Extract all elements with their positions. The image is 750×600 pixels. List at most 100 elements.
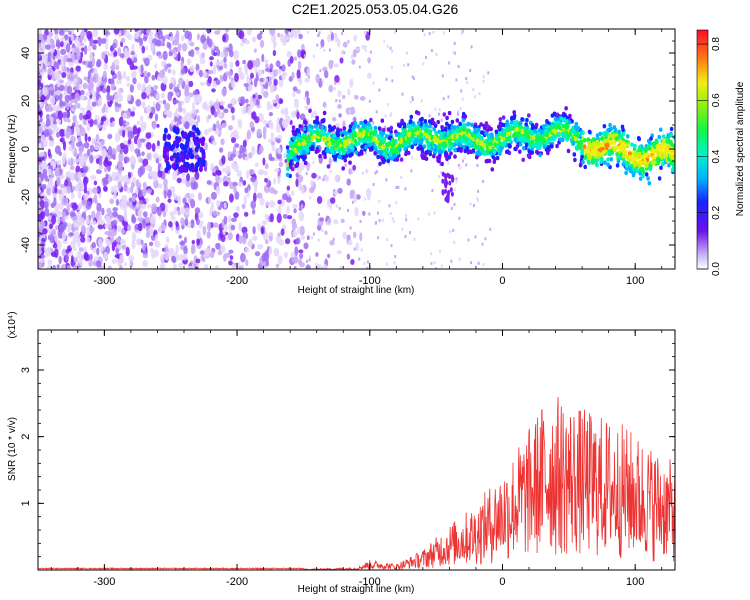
noise-cell <box>92 39 99 45</box>
noise-cell <box>189 193 195 199</box>
noise-cell <box>338 99 341 103</box>
signal-cell <box>669 126 674 132</box>
noise-cell <box>187 31 192 41</box>
noise-cell <box>384 125 387 129</box>
noise-cell <box>83 37 87 43</box>
noise-cell <box>342 94 346 100</box>
noise-cell <box>220 138 225 146</box>
noise-cell <box>304 105 309 110</box>
noise-cell <box>254 251 261 257</box>
noise-cell <box>372 81 375 85</box>
noise-cell <box>286 205 290 214</box>
noise-cell <box>278 147 282 155</box>
noise-cell <box>126 126 133 132</box>
noise-cell <box>301 185 305 195</box>
noise-cell <box>168 36 175 41</box>
noise-cell <box>223 253 227 262</box>
noise-cell <box>264 81 269 90</box>
noise-cell <box>312 232 315 236</box>
noise-cell <box>336 250 342 255</box>
noise-cell <box>454 51 456 55</box>
noise-cell <box>117 258 122 267</box>
noise-cell <box>364 49 367 53</box>
signal-cell <box>344 153 349 159</box>
noise-cell <box>278 161 284 168</box>
signal-cell <box>661 134 666 139</box>
noise-cell <box>234 191 240 200</box>
noise-cell <box>46 187 51 196</box>
noise-cell <box>215 174 220 183</box>
noise-cell <box>351 200 354 204</box>
signal-cell <box>646 176 650 181</box>
noise-cell <box>68 251 74 257</box>
noise-cell <box>332 237 335 241</box>
signal-cell <box>590 159 595 164</box>
noise-cell <box>221 155 226 165</box>
noise-cell <box>76 102 81 109</box>
signal-cell <box>670 159 674 165</box>
noise-cell <box>433 211 436 215</box>
noise-cell <box>103 63 108 71</box>
signal-cell <box>442 141 447 146</box>
noise-cell <box>129 84 134 93</box>
noise-cell <box>354 94 359 100</box>
signal-cell <box>455 118 460 123</box>
noise-cell <box>481 242 484 246</box>
signal-cell <box>316 131 320 136</box>
noise-cell <box>443 31 446 35</box>
noise-cell <box>368 99 371 103</box>
noise-cell <box>268 104 274 110</box>
noise-cell <box>183 246 188 255</box>
noise-cell <box>235 60 240 67</box>
noise-cell <box>91 101 97 107</box>
signal-cell <box>598 131 602 136</box>
noise-cell <box>120 37 126 44</box>
x-tick-label: -100 <box>359 275 381 287</box>
noise-cell <box>177 209 181 216</box>
signal-cell <box>430 117 435 123</box>
noise-cell <box>460 89 463 93</box>
noise-cell <box>303 242 309 250</box>
signal-cell <box>342 130 347 135</box>
noise-cell <box>95 90 100 101</box>
noise-cell <box>66 58 73 63</box>
signal-cell <box>621 131 626 137</box>
noise-cell <box>72 114 77 123</box>
noise-cell <box>137 222 143 232</box>
noise-cell <box>216 49 221 57</box>
noise-cell <box>46 246 51 257</box>
noise-cell <box>309 107 312 111</box>
noise-cell <box>293 255 299 264</box>
noise-cell <box>333 219 339 225</box>
noise-cell <box>66 185 72 194</box>
noise-cell <box>291 218 297 226</box>
noise-cell <box>212 64 217 75</box>
signal-cell <box>526 135 531 140</box>
signal-cell <box>616 159 621 164</box>
signal-cell <box>386 143 391 148</box>
noise-cell <box>359 220 362 223</box>
signal-cell <box>505 119 510 124</box>
noise-cell <box>162 133 167 140</box>
noise-cell <box>106 238 111 246</box>
noise-cell <box>47 51 52 58</box>
noise-cell <box>131 43 135 52</box>
noise-cell <box>229 61 234 69</box>
signal-cell <box>617 155 622 160</box>
signal-cell <box>489 134 494 139</box>
noise-cell <box>165 165 170 171</box>
noise-cell <box>175 156 180 163</box>
noise-cell <box>307 75 310 79</box>
noise-cell <box>248 152 253 159</box>
noise-cell <box>289 29 296 37</box>
signal-cell <box>304 120 308 125</box>
signal-cell <box>455 128 459 133</box>
signal-cell <box>581 130 585 135</box>
signal-cell <box>414 110 419 115</box>
signal-cell <box>315 120 320 125</box>
noise-cell <box>391 217 394 220</box>
noise-cell <box>108 176 113 182</box>
noise-cell <box>341 49 344 53</box>
noise-cell <box>258 169 265 176</box>
noise-cell <box>172 256 177 264</box>
